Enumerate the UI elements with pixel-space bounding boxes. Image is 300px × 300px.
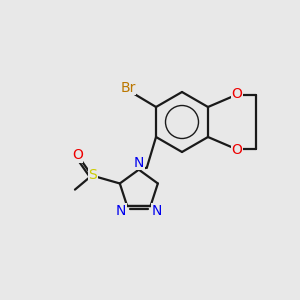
Text: S: S [88,169,97,182]
Text: N: N [116,204,126,218]
Text: N: N [134,156,144,170]
Text: O: O [72,148,83,162]
Text: O: O [232,143,242,157]
Text: O: O [232,87,242,101]
Text: N: N [152,204,162,218]
Text: Br: Br [120,81,136,94]
